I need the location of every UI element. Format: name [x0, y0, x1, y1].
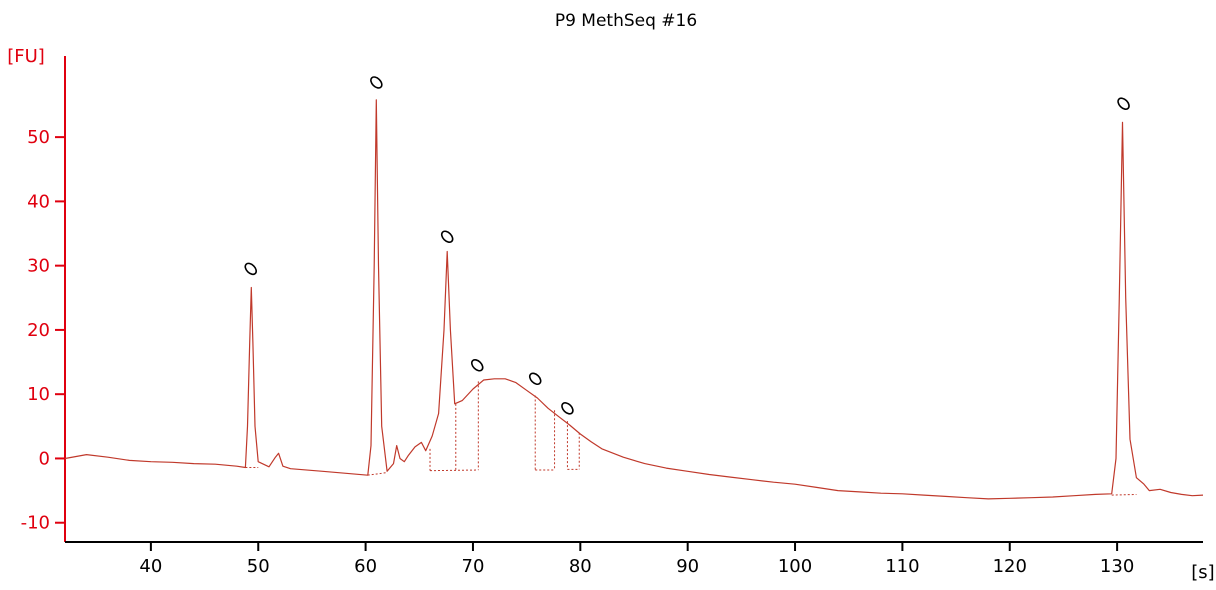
y-axis: -10 0 10 20 30 40 50	[21, 56, 66, 542]
baseline-segment	[430, 469, 479, 472]
x-tick-label: 70	[462, 556, 485, 577]
peak-markers	[244, 76, 1130, 415]
peak-marker-icon	[1117, 97, 1130, 110]
x-tick-label: 90	[676, 556, 699, 577]
peak-marker-icon	[370, 76, 383, 89]
x-axis: 40 50 60 70 80 90 100 110 120 130	[65, 541, 1203, 577]
chart-title: P9 MethSeq #16	[555, 11, 697, 31]
region-drop-lines	[429, 381, 580, 471]
y-tick-label: 10	[27, 384, 50, 405]
y-tick-label: 30	[27, 256, 50, 277]
peak-marker-icon	[470, 358, 484, 372]
peak-marker-icon	[561, 402, 574, 415]
y-axis-label: [FU]	[7, 46, 45, 67]
peak-marker-icon	[440, 230, 454, 244]
x-axis-label: [s]	[1191, 562, 1214, 583]
x-tick-label: 60	[354, 556, 377, 577]
x-tick-label: 120	[993, 556, 1027, 577]
peak-marker-icon	[528, 372, 542, 386]
x-tick-label: 100	[778, 556, 812, 577]
y-tick-label: 50	[27, 127, 50, 148]
signal-trace	[64, 99, 1204, 500]
x-tick-label: 40	[139, 556, 162, 577]
y-tick-label: 40	[27, 191, 50, 212]
y-tick-label: -10	[21, 513, 50, 534]
baseline-segments	[245, 466, 1137, 496]
y-tick-label: 0	[39, 448, 50, 469]
y-tick-label: 20	[27, 320, 50, 341]
x-tick-label: 130	[1100, 556, 1134, 577]
baseline-segment	[1111, 493, 1137, 496]
peak-marker-icon	[244, 262, 258, 276]
x-tick-label: 110	[885, 556, 919, 577]
trace-group	[64, 99, 1204, 500]
baseline-segment	[367, 472, 388, 476]
x-tick-label: 50	[247, 556, 270, 577]
x-tick-label: 80	[569, 556, 592, 577]
